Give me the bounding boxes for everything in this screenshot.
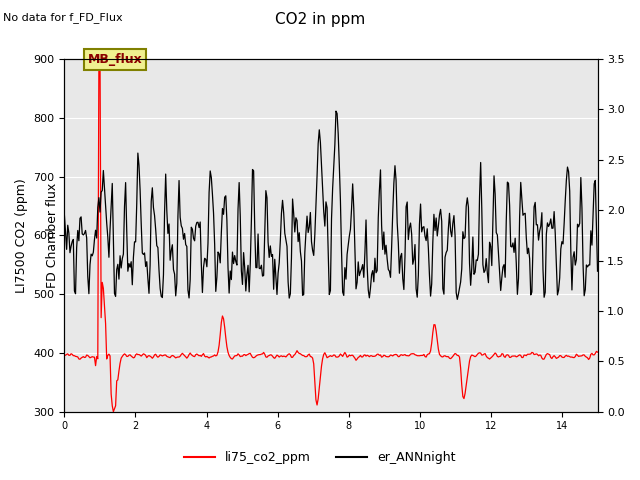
Legend: li75_co2_ppm, er_ANNnight: li75_co2_ppm, er_ANNnight — [179, 446, 461, 469]
Text: MB_flux: MB_flux — [88, 53, 142, 66]
Y-axis label: FD Chamber flux: FD Chamber flux — [46, 183, 59, 288]
Y-axis label: LI7500 CO2 (ppm): LI7500 CO2 (ppm) — [15, 178, 28, 293]
Text: No data for f_FD_Flux: No data for f_FD_Flux — [3, 12, 123, 23]
Text: CO2 in ppm: CO2 in ppm — [275, 12, 365, 27]
